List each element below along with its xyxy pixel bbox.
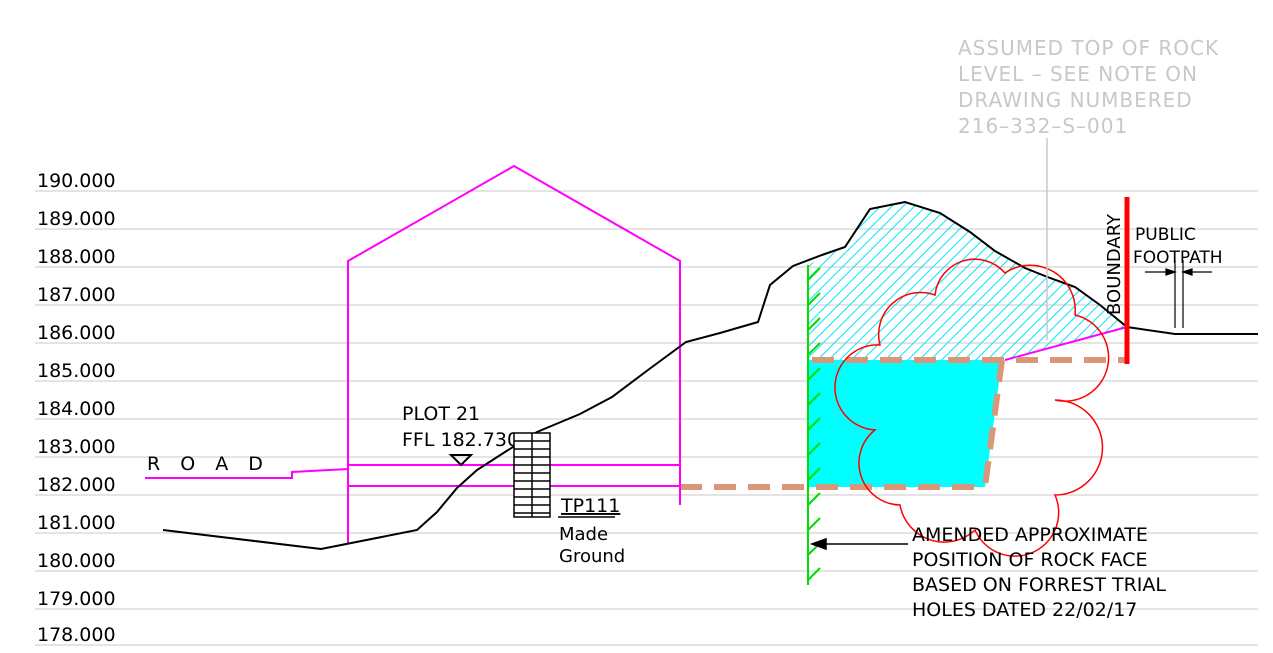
ffl-level-marker (448, 454, 474, 467)
building-roof-walls (347, 164, 681, 543)
note-line: HOLES DATED 22/02/17 (912, 599, 1137, 621)
dashed-rock-face (982, 359, 1005, 488)
level-label: 181.000 (37, 512, 116, 534)
level-label: 183.000 (37, 436, 116, 458)
footpath-dimension (1145, 260, 1212, 328)
note-line: BASED ON FORREST TRIAL (912, 574, 1166, 596)
test-pit-label: TP111 (560, 495, 620, 517)
amended-note-leader (809, 537, 908, 551)
plot-label: PLOT 21 (402, 403, 480, 425)
made-label: Made (559, 524, 608, 545)
road-label: R O A D (147, 453, 270, 475)
level-label: 182.000 (37, 474, 116, 496)
level-labels: 190.000 189.000 188.000 187.000 186.000 … (37, 170, 116, 646)
building-outline (145, 164, 681, 543)
rock-solid-area (808, 360, 1002, 487)
level-label: 184.000 (37, 398, 116, 420)
level-label: 186.000 (37, 322, 116, 344)
note-line: DRAWING NUMBERED (958, 88, 1193, 112)
level-label: 180.000 (37, 550, 116, 572)
test-pit-log (513, 432, 551, 518)
note-line: ASSUMED TOP OF ROCK (958, 36, 1219, 60)
level-label: 188.000 (37, 246, 116, 268)
road-line (145, 468, 349, 479)
rock-hatched-area (808, 202, 1125, 360)
level-label: 185.000 (37, 360, 116, 382)
level-label: 190.000 (37, 170, 116, 192)
rock-level-note: ASSUMED TOP OF ROCK LEVEL – SEE NOTE ON … (958, 36, 1219, 138)
rock-top-line (1004, 326, 1128, 361)
ground-label: Ground (559, 546, 625, 567)
revision-cloud (834, 258, 1110, 557)
dashed-rock-level (680, 357, 1128, 490)
public-label: PUBLIC (1135, 225, 1196, 245)
note-line: LEVEL – SEE NOTE ON (958, 62, 1198, 86)
note-line: AMENDED APPROXIMATE (912, 524, 1148, 546)
note-line: POSITION OF ROCK FACE (912, 549, 1147, 571)
note-line: 216–332–S–001 (958, 114, 1128, 138)
amended-rock-note: AMENDED APPROXIMATE POSITION OF ROCK FAC… (912, 524, 1166, 621)
ffl-label: FFL 182.730 (402, 429, 519, 451)
boundary-label: BOUNDARY (1104, 213, 1125, 315)
level-label: 179.000 (37, 588, 116, 610)
footpath-label: FOOTPATH (1133, 248, 1223, 268)
ground-profile (162, 200, 1258, 551)
level-label: 178.000 (37, 624, 116, 646)
rock-face-line (807, 265, 821, 585)
level-label: 187.000 (37, 284, 116, 306)
level-label: 189.000 (37, 208, 116, 230)
